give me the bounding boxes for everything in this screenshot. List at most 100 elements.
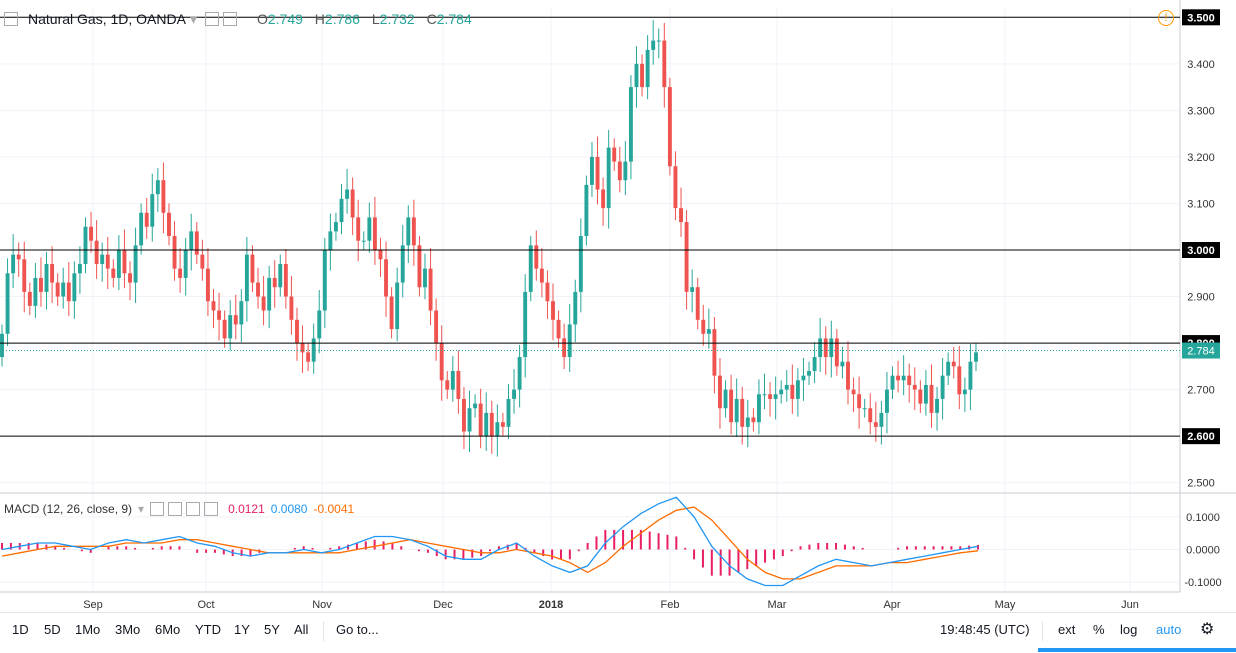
candle-body bbox=[317, 310, 322, 339]
symbol-title[interactable]: Natural Gas, 1D, OANDA bbox=[28, 11, 186, 27]
eye-icon[interactable] bbox=[150, 502, 165, 516]
candle-body bbox=[350, 189, 355, 218]
settings-icon[interactable] bbox=[222, 12, 237, 26]
chart-header: Natural Gas, 1D, OANDA ▾ O2.749 H2.786 L… bbox=[4, 8, 472, 30]
candle-body bbox=[729, 389, 734, 423]
candle-body bbox=[667, 87, 672, 167]
goto-button[interactable]: Go to... bbox=[336, 622, 379, 637]
range-ytd[interactable]: YTD bbox=[195, 622, 221, 637]
candle-body bbox=[205, 268, 210, 302]
range-1mo[interactable]: 1Mo bbox=[75, 622, 101, 637]
add-icon[interactable] bbox=[186, 502, 201, 516]
candle-body bbox=[189, 231, 194, 250]
candle-body bbox=[706, 329, 711, 334]
candle-body bbox=[823, 338, 828, 358]
chevron-down-icon[interactable]: ▾ bbox=[189, 10, 197, 27]
candle-body bbox=[178, 268, 183, 278]
candle-body bbox=[935, 398, 939, 413]
candle-body bbox=[295, 319, 299, 344]
range-5d[interactable]: 5D bbox=[44, 622, 61, 637]
candle-body bbox=[551, 301, 555, 320]
candle-body bbox=[896, 375, 901, 381]
candle-body bbox=[907, 375, 912, 385]
range-3mo[interactable]: 3Mo bbox=[115, 622, 141, 637]
horizontal-line-badge bbox=[1182, 242, 1220, 258]
candle-body bbox=[679, 208, 683, 223]
candle-body bbox=[267, 277, 272, 311]
candle-body bbox=[27, 291, 32, 306]
candle-body bbox=[11, 254, 16, 274]
candle-body bbox=[39, 277, 43, 292]
candle-body bbox=[500, 422, 505, 427]
range-1y[interactable]: 1Y bbox=[234, 622, 250, 637]
candle-body bbox=[762, 394, 767, 396]
candle-body bbox=[283, 263, 288, 297]
candle-body bbox=[784, 384, 789, 390]
candle-body bbox=[751, 417, 756, 423]
candle-body bbox=[83, 226, 88, 264]
candle-body bbox=[322, 250, 327, 311]
candle-body bbox=[534, 245, 539, 269]
candle-body bbox=[289, 296, 294, 320]
candle-body bbox=[578, 236, 583, 292]
chevron-down-icon[interactable]: ▾ bbox=[138, 502, 145, 516]
candle-body bbox=[100, 254, 105, 264]
close-icon[interactable] bbox=[204, 502, 219, 516]
candle-body bbox=[756, 394, 761, 423]
price-chart[interactable]: 3.5003.0002.8002.6002.7842.5002.7002.900… bbox=[0, 0, 1236, 612]
candle-body bbox=[66, 282, 71, 302]
alert-icon[interactable]: ! bbox=[1158, 10, 1174, 26]
ext-toggle[interactable]: ext bbox=[1058, 622, 1076, 637]
candle-body bbox=[712, 329, 717, 376]
candle-body bbox=[901, 375, 906, 381]
candle-body bbox=[523, 291, 528, 358]
candle-body bbox=[155, 180, 160, 195]
candle-body bbox=[495, 422, 500, 437]
candle-body bbox=[851, 389, 856, 395]
candle-body bbox=[606, 147, 611, 209]
gear-icon[interactable]: ⚙ bbox=[1200, 621, 1215, 638]
candle-body bbox=[33, 277, 38, 306]
range-1d[interactable]: 1D bbox=[12, 622, 29, 637]
collapse-icon[interactable] bbox=[4, 12, 18, 26]
candle-body bbox=[834, 338, 839, 367]
log-toggle[interactable]: log bbox=[1120, 622, 1138, 637]
last-price-label: 2.784 bbox=[1187, 346, 1215, 358]
time-tick-label: Sep bbox=[83, 599, 103, 611]
signal-line bbox=[1, 506, 979, 580]
range-6mo[interactable]: 6Mo bbox=[155, 622, 181, 637]
auto-toggle[interactable]: auto bbox=[1156, 622, 1182, 637]
range-all[interactable]: All bbox=[294, 622, 309, 637]
candle-body bbox=[55, 282, 60, 297]
candle-body bbox=[918, 389, 923, 404]
candle-body bbox=[701, 319, 706, 334]
candle-body bbox=[439, 343, 444, 381]
candle-body bbox=[873, 422, 878, 427]
candle-body bbox=[428, 268, 433, 311]
candle-body bbox=[640, 63, 645, 88]
candle-body bbox=[333, 222, 338, 232]
candle-body bbox=[790, 384, 795, 399]
candle-body bbox=[256, 282, 260, 297]
candle-body bbox=[651, 40, 656, 50]
candle-body bbox=[111, 268, 116, 278]
macd-tick-label: -0.1000 bbox=[1184, 577, 1221, 589]
settings-icon[interactable] bbox=[168, 502, 183, 516]
percent-toggle[interactable]: % bbox=[1093, 622, 1105, 637]
candle-body bbox=[684, 222, 689, 292]
candle-body bbox=[339, 198, 344, 223]
horizontal-line-label: 2.600 bbox=[1187, 431, 1215, 443]
candle-body bbox=[389, 296, 394, 330]
candle-body bbox=[957, 366, 962, 395]
candle-body bbox=[634, 63, 639, 88]
candle-body bbox=[512, 389, 516, 399]
candle-body bbox=[940, 375, 945, 399]
eye-icon[interactable] bbox=[204, 12, 219, 26]
macd-label: MACD (12, 26, close, 9) bbox=[4, 502, 133, 516]
candle-body bbox=[356, 217, 361, 241]
candle-body bbox=[846, 361, 850, 390]
time-tick-label: Feb bbox=[661, 599, 680, 611]
price-tick-label: 3.100 bbox=[1187, 198, 1215, 210]
range-5y[interactable]: 5Y bbox=[264, 622, 280, 637]
candle-body bbox=[673, 166, 678, 209]
